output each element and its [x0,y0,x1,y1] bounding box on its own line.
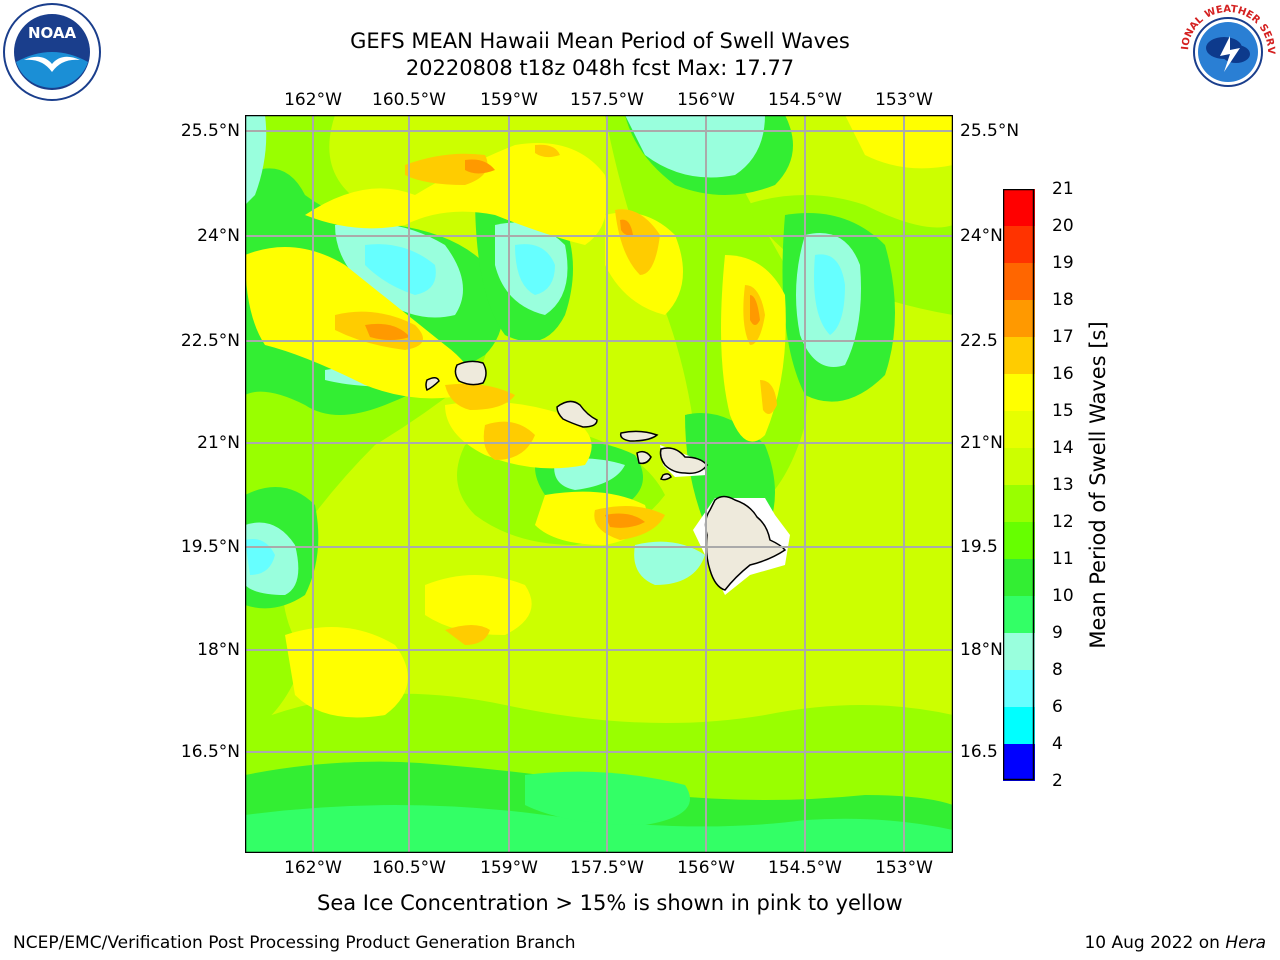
colorbar-cell [1003,559,1035,597]
colorbar-tick: 10 [1052,586,1074,606]
lon-tick-bottom: 156°W [677,858,735,878]
colorbar-tick: 4 [1052,734,1063,754]
lat-tick-left: 25.5°N [180,121,240,141]
period-band-17s [365,159,760,528]
colorbar-cell [1003,744,1035,781]
colorbar-tick: 8 [1052,660,1063,680]
lon-tick-top: 160.5°W [372,90,446,110]
lon-tick-top: 157.5°W [570,90,644,110]
lon-tick-bottom: 162°W [284,858,342,878]
island-maui [659,447,708,475]
islands [425,360,787,591]
colorbar-tick: 14 [1052,438,1074,458]
noaa-logo-text: NOAA [28,24,77,42]
footer-credit: NCEP/EMC/Verification Post Processing Pr… [13,933,576,953]
colorbar-cell [1003,226,1035,264]
lon-tick-bottom: 153°W [875,858,933,878]
colorbar-tick: 13 [1052,475,1074,495]
colorbar-cell [1003,633,1035,671]
lon-tick-top: 153°W [875,90,933,110]
colorbar-tick: 11 [1052,549,1074,569]
colorbar-cell [1003,485,1035,523]
lon-tick-top: 156°W [677,90,735,110]
map-title: GEFS MEAN Hawaii Mean Period of Swell Wa… [350,29,850,53]
colorbar-label: Mean Period of Swell Waves [s] [1086,321,1110,649]
colorbar-tick: 6 [1052,697,1063,717]
colorbar-cell [1003,670,1035,708]
island-lanai [636,450,652,465]
lat-tick-right: 18°N [960,640,1003,660]
swell-period-map [244,114,954,854]
lon-tick-bottom: 157.5°W [570,858,644,878]
colorbar-cell [1003,411,1035,449]
colorbar [1003,189,1035,781]
sea-ice-note: Sea Ice Concentration > 15% is shown in … [317,891,903,915]
island-kahoolawe [659,473,672,481]
colorbar-tick: 17 [1052,327,1074,347]
lat-tick-right: 25.5°N [960,121,1020,141]
colorbar-tick: 12 [1052,512,1074,532]
colorbar-cell [1003,448,1035,486]
colorbar-cell [1003,707,1035,745]
colorbar-cell [1003,263,1035,301]
lat-tick-left: 21°N [197,433,240,453]
footer-host: Hera [1225,933,1266,953]
lon-tick-bottom: 159°W [480,858,538,878]
colorbar-cell [1003,596,1035,634]
lat-tick-right: 16.5 [960,742,998,762]
lon-tick-bottom: 160.5°W [372,858,446,878]
island-molokai [619,430,659,442]
colorbar-cell [1003,522,1035,560]
colorbar-tick: 21 [1052,179,1074,199]
island-niihau [425,377,440,392]
colorbar-cell [1003,189,1035,227]
nws-logo-icon: NATIONAL WEATHER SERVICE [1178,2,1276,100]
lat-tick-right: 22.5 [960,331,998,351]
colorbar-tick: 20 [1052,216,1074,236]
lat-tick-left: 16.5°N [180,742,240,762]
colorbar-tick: 18 [1052,290,1074,310]
lat-tick-left: 22.5°N [180,331,240,351]
lat-tick-left: 18°N [197,640,240,660]
colorbar-tick: 16 [1052,364,1074,384]
colorbar-cell [1003,300,1035,338]
footer-date: 10 Aug 2022 on Hera [1084,933,1266,953]
noaa-logo-icon: NOAA [3,3,101,101]
colorbar-cell [1003,374,1035,412]
colorbar-tick: 19 [1052,253,1074,273]
lon-tick-top: 159°W [480,90,538,110]
island-oahu [556,400,598,428]
lon-tick-top: 162°W [284,90,342,110]
map-subtitle: 20220808 t18z 048h fcst Max: 17.77 [405,56,795,80]
lon-tick-top: 154.5°W [768,90,842,110]
lat-tick-left: 19.5°N [180,537,240,557]
colorbar-tick: 2 [1052,771,1063,791]
lat-tick-right: 24°N [960,226,1003,246]
island-kauai [454,360,487,386]
colorbar-cell [1003,337,1035,375]
lat-tick-right: 21°N [960,433,1003,453]
lat-tick-right: 19.5 [960,537,998,557]
footer-date-text: 10 Aug 2022 on [1084,933,1226,953]
colorbar-tick: 9 [1052,623,1063,643]
map-canvas [244,114,954,854]
lon-tick-bottom: 154.5°W [768,858,842,878]
lat-tick-left: 24°N [197,226,240,246]
colorbar-tick: 15 [1052,401,1074,421]
colorbar-frame [1003,189,1035,781]
map-grid [245,115,953,853]
map-frame [244,114,954,854]
